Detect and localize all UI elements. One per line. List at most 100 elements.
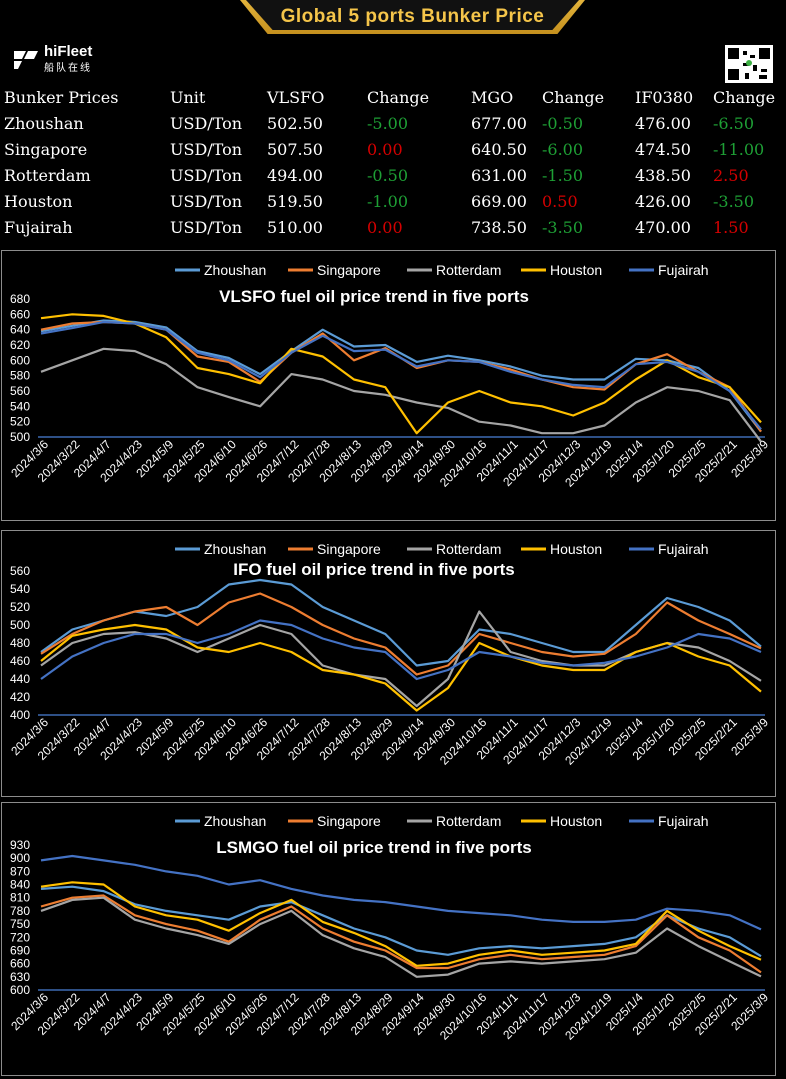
y-tick-label: 780 xyxy=(10,904,30,918)
series-line-rotterdam xyxy=(40,610,762,708)
legend-label: Singapore xyxy=(317,813,381,829)
unit: USD/Ton xyxy=(170,191,243,211)
legend-item-fujairah: Fujairah xyxy=(629,813,709,829)
vlsfo-change: -0.50 xyxy=(367,165,409,185)
vlsfo-change: -1.00 xyxy=(367,191,409,211)
legend-label: Fujairah xyxy=(658,813,709,829)
legend-label: Fujairah xyxy=(658,541,709,557)
unit: USD/Ton xyxy=(170,165,243,185)
vlsfo-price: 519.50 xyxy=(267,191,323,211)
y-tick-label: 420 xyxy=(10,690,30,704)
y-tick-label: 400 xyxy=(10,708,30,722)
series-line-singapore xyxy=(40,592,762,676)
vlsfo-change: 0.00 xyxy=(367,217,403,237)
y-tick-label: 620 xyxy=(10,338,30,352)
chart-title: IFO fuel oil price trend in five ports xyxy=(233,560,514,579)
y-tick-label: 840 xyxy=(10,878,30,892)
series-line-houston xyxy=(40,313,762,435)
vlsfo-change: 0.00 xyxy=(367,139,403,159)
y-tick-label: 660 xyxy=(10,307,30,321)
page-title: Global 5 ports Bunker Price xyxy=(280,6,545,27)
table-header-row: Bunker Prices Unit VLSFO Change MGO Chan… xyxy=(0,84,786,110)
legend-item-houston: Houston xyxy=(521,262,602,278)
y-tick-label: 440 xyxy=(10,672,30,686)
legend-item-houston: Houston xyxy=(521,813,602,829)
ifo-chart-panel: Zhoushan Singapore Rotterdam Houston Fujaira… xyxy=(1,530,776,797)
bunker-price-table: Bunker Prices Unit VLSFO Change MGO Chan… xyxy=(0,84,786,240)
y-tick-label: 870 xyxy=(10,864,30,878)
y-tick-label: 600 xyxy=(10,983,30,997)
table-row: Rotterdam USD/Ton 494.00 -0.50 631.00 -1.50 43… xyxy=(0,162,786,188)
y-tick-label: 520 xyxy=(10,600,30,614)
y-tick-label: 930 xyxy=(10,838,30,852)
title-banner: Global 5 ports Bunker Price xyxy=(240,0,585,34)
col-vlsfo-change: Change xyxy=(367,87,430,107)
mgo-change: -0.50 xyxy=(542,113,584,133)
legend-item-singapore: Singapore xyxy=(288,262,381,278)
legend-label: Zhoushan xyxy=(204,813,266,829)
brand-name: hiFleet xyxy=(44,43,93,60)
col-mgo: MGO xyxy=(471,87,514,107)
hifleet-logo-icon xyxy=(14,51,38,69)
y-tick-label: 520 xyxy=(10,415,30,429)
table-row: Houston USD/Ton 519.50 -1.00 669.00 0.50 426.0… xyxy=(0,188,786,214)
legend-label: Singapore xyxy=(317,541,381,557)
col-if0380: IF0380 xyxy=(635,87,694,107)
ifo-price: 474.50 xyxy=(635,139,691,159)
mgo-change: -6.00 xyxy=(542,139,584,159)
vlsfo-price: 510.00 xyxy=(267,217,323,237)
series-line-zhoushan xyxy=(40,885,762,958)
mgo-change: -3.50 xyxy=(542,217,584,237)
ifo-price: 470.00 xyxy=(635,217,691,237)
port-name: Zhoushan xyxy=(4,113,84,133)
lsmgo-price-chart: Zhoushan Singapore Rotterdam Houston Fujaira… xyxy=(8,813,771,1043)
y-tick-label: 560 xyxy=(10,564,30,578)
y-tick-label: 500 xyxy=(10,430,30,444)
legend-item-rotterdam: Rotterdam xyxy=(407,541,501,557)
port-name: Singapore xyxy=(4,139,88,159)
brand-subtitle: 船队在线 xyxy=(44,63,92,74)
series-line-fujairah xyxy=(40,320,762,430)
table-row: Fujairah USD/Ton 510.00 0.00 738.50 -3.50 470.… xyxy=(0,214,786,240)
lsmgo-chart-panel: Zhoushan Singapore Rotterdam Houston Fujaira… xyxy=(1,802,776,1076)
y-tick-label: 630 xyxy=(10,970,30,984)
ifo-price: 438.50 xyxy=(635,165,691,185)
port-name: Fujairah xyxy=(4,217,73,237)
y-tick-label: 640 xyxy=(10,323,30,337)
y-tick-label: 660 xyxy=(10,957,30,971)
series-line-fujairah xyxy=(40,854,762,931)
series-line-singapore xyxy=(40,894,762,974)
table-row: Zhoushan USD/Ton 502.50 -5.00 677.00 -0.50 476… xyxy=(0,110,786,136)
legend-label: Houston xyxy=(550,813,602,829)
col-mgo-change: Change xyxy=(542,87,605,107)
series-line-fujairah xyxy=(40,619,762,681)
y-tick-label: 580 xyxy=(10,369,30,383)
y-tick-label: 460 xyxy=(10,654,30,668)
ifo-change: 1.50 xyxy=(713,217,749,237)
series-line-rotterdam xyxy=(40,896,762,978)
y-tick-label: 560 xyxy=(10,384,30,398)
y-tick-label: 480 xyxy=(10,636,30,650)
qr-code-icon[interactable] xyxy=(725,45,773,83)
y-tick-label: 900 xyxy=(10,851,30,865)
col-bunker-prices: Bunker Prices xyxy=(4,87,119,107)
legend-label: Zhoushan xyxy=(204,262,266,278)
legend-item-zhoushan: Zhoushan xyxy=(175,541,266,557)
mgo-price: 631.00 xyxy=(471,165,527,185)
series-line-rotterdam xyxy=(40,347,762,443)
y-tick-label: 680 xyxy=(10,292,30,306)
ifo-change: 2.50 xyxy=(713,165,749,185)
port-name: Houston xyxy=(4,191,73,211)
ifo-price: 426.00 xyxy=(635,191,691,211)
y-tick-label: 750 xyxy=(10,917,30,931)
mgo-change: -1.50 xyxy=(542,165,584,185)
vlsfo-price: 507.50 xyxy=(267,139,323,159)
mgo-price: 677.00 xyxy=(471,113,527,133)
header-bar: Global 5 ports Bunker Price xyxy=(0,0,786,40)
legend-item-rotterdam: Rotterdam xyxy=(407,813,501,829)
series-line-singapore xyxy=(40,320,762,433)
legend-label: Rotterdam xyxy=(436,813,501,829)
ifo-change: -11.00 xyxy=(713,139,765,159)
col-if0380-change: Change xyxy=(713,87,776,107)
legend-label: Singapore xyxy=(317,262,381,278)
